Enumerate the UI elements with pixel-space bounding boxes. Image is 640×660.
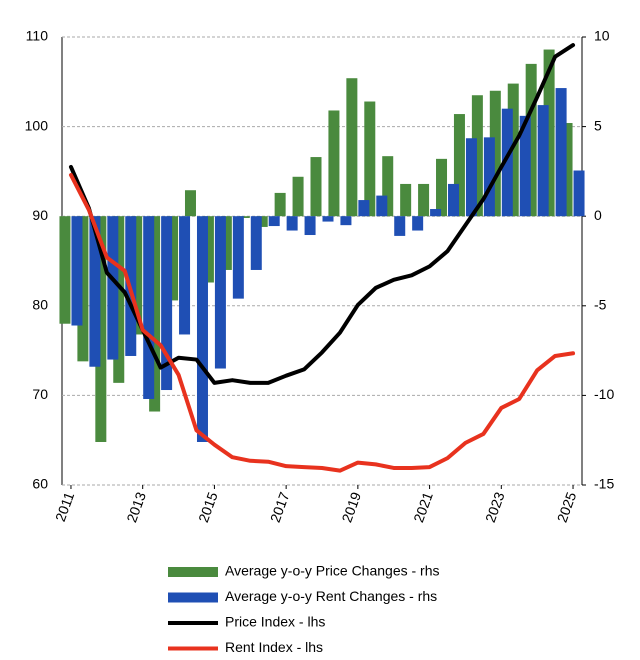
- bar: [256, 216, 268, 227]
- bar: [471, 95, 483, 217]
- x-tick-label: 2017: [267, 490, 293, 525]
- bar: [304, 216, 316, 236]
- bar: [537, 105, 549, 217]
- bar: [250, 216, 262, 270]
- bar: [214, 216, 226, 369]
- bar: [573, 170, 585, 217]
- x-tick-label: 2019: [338, 490, 364, 525]
- bar: [412, 216, 424, 231]
- y-tick-label: 100: [25, 117, 49, 133]
- bar: [143, 216, 155, 399]
- bar: [418, 183, 430, 217]
- bar: [113, 216, 125, 383]
- bar: [483, 137, 495, 217]
- y-tick-label: 80: [32, 297, 48, 313]
- legend-label: Average y-o-y Price Changes - rhs: [225, 563, 440, 579]
- bar: [501, 108, 513, 217]
- bar: [220, 216, 232, 270]
- bar: [555, 88, 567, 217]
- y-tick-label: 70: [32, 386, 48, 402]
- bar: [286, 216, 298, 231]
- legend-label: Price Index - lhs: [225, 614, 325, 630]
- y2-tick-label: 5: [594, 117, 602, 133]
- x-tick-label: 2023: [482, 490, 508, 525]
- y2-tick-label: 0: [594, 207, 602, 223]
- bar: [77, 216, 89, 362]
- bar: [519, 115, 531, 217]
- bar: [89, 216, 101, 367]
- bar: [489, 90, 501, 217]
- x-tick-label: 2015: [195, 490, 221, 525]
- bar: [167, 216, 179, 301]
- y2-tick-label: 10: [594, 28, 610, 44]
- bar: [238, 216, 250, 218]
- bar: [149, 216, 161, 412]
- x-tick-label: 2025: [554, 490, 580, 525]
- bar: [525, 63, 537, 217]
- legend-swatch: [168, 567, 218, 577]
- bar: [453, 114, 465, 217]
- bar: [71, 216, 83, 326]
- bar: [358, 200, 370, 217]
- y2-tick-label: -5: [594, 297, 607, 313]
- x-tick-label: 2021: [410, 490, 436, 525]
- bar: [310, 157, 322, 217]
- bar: [179, 216, 191, 335]
- bar: [184, 190, 196, 217]
- y2-tick-label: -10: [594, 386, 614, 402]
- y2-tick-label: -15: [594, 476, 614, 492]
- legend-swatch: [168, 592, 218, 603]
- bar: [382, 156, 394, 217]
- bar: [561, 123, 573, 217]
- y-tick-label: 90: [32, 207, 48, 223]
- bar: [346, 78, 358, 217]
- bar: [364, 101, 376, 217]
- bar: [328, 110, 340, 217]
- x-tick-label: 2011: [52, 490, 77, 524]
- bar: [400, 183, 412, 217]
- bar: [131, 216, 143, 335]
- line: [68, 172, 576, 473]
- bar: [340, 216, 352, 226]
- bar: [274, 192, 286, 217]
- bar: [376, 195, 388, 217]
- x-tick-label: 2013: [123, 490, 149, 525]
- bar: [543, 49, 555, 217]
- bar: [322, 216, 334, 222]
- bar: [292, 176, 304, 217]
- legend-label: Average y-o-y Rent Changes - rhs: [225, 588, 437, 604]
- bar: [202, 216, 214, 283]
- y-tick-label: 110: [26, 28, 49, 44]
- bar: [232, 216, 244, 299]
- bar: [394, 216, 406, 236]
- bar: [268, 216, 280, 227]
- legend-label: Rent Index - lhs: [225, 639, 323, 655]
- bar: [107, 216, 119, 360]
- bar: [196, 216, 208, 442]
- line: [68, 43, 576, 385]
- bar: [59, 216, 71, 324]
- bar: [436, 158, 448, 217]
- bar: [161, 216, 173, 391]
- bar: [95, 216, 107, 442]
- bar: [430, 209, 442, 217]
- bar: [448, 183, 460, 217]
- y-tick-label: 60: [32, 476, 48, 492]
- bar: [465, 138, 477, 217]
